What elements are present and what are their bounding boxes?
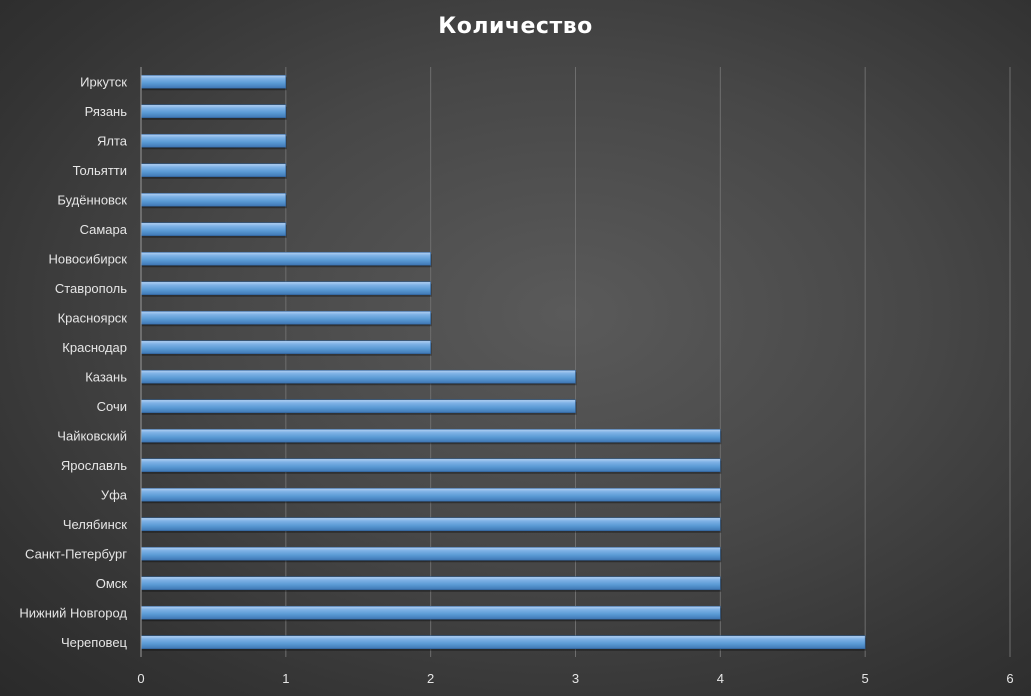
bar xyxy=(140,74,287,89)
category-label: Нижний Новгород xyxy=(19,605,127,620)
x-tick-label: 3 xyxy=(572,671,579,686)
gridlines xyxy=(285,67,1011,657)
x-tick-label: 1 xyxy=(282,671,289,686)
bar xyxy=(140,635,866,650)
category-label: Иркутск xyxy=(80,74,127,89)
category-label: Краснодар xyxy=(62,340,127,355)
x-tick-label: 6 xyxy=(1006,671,1013,686)
bar xyxy=(140,605,721,620)
bar xyxy=(140,310,431,325)
bar xyxy=(140,133,287,148)
category-label: Омск xyxy=(96,576,128,591)
category-label: Рязань xyxy=(85,104,128,119)
category-label: Тольятти xyxy=(73,163,127,178)
x-tick-label: 2 xyxy=(427,671,434,686)
x-tick-label: 5 xyxy=(862,671,869,686)
bar xyxy=(140,399,576,414)
bar xyxy=(140,487,721,502)
category-label: Сочи xyxy=(97,399,127,414)
category-label: Череповец xyxy=(61,635,128,650)
bar xyxy=(140,546,721,561)
category-label: Уфа xyxy=(101,487,128,502)
bar xyxy=(140,428,721,443)
x-tick-label: 4 xyxy=(717,671,724,686)
bar xyxy=(140,104,287,119)
category-label: Будённовск xyxy=(57,192,127,207)
category-label: Красноярск xyxy=(58,310,128,325)
bar xyxy=(140,192,287,207)
bar xyxy=(140,163,287,178)
category-label: Новосибирск xyxy=(49,251,128,266)
bar xyxy=(140,340,431,355)
category-label: Санкт-Петербург xyxy=(25,546,127,561)
category-label: Ярославль xyxy=(61,458,127,473)
bar xyxy=(140,517,721,532)
bars xyxy=(140,74,867,651)
chart-title: Количество xyxy=(438,14,593,39)
bar xyxy=(140,458,721,473)
category-label: Самара xyxy=(80,222,128,237)
category-label: Челябинск xyxy=(63,517,127,532)
category-label: Ялта xyxy=(97,133,128,148)
category-label: Чайковский xyxy=(57,428,127,443)
bar xyxy=(140,222,287,237)
category-label: Казань xyxy=(85,369,127,384)
category-label: Ставрополь xyxy=(55,281,127,296)
x-tick-label: 0 xyxy=(137,671,144,686)
bar xyxy=(140,281,431,296)
bar xyxy=(140,251,431,266)
x-tick-labels: 0 1 2 3 4 5 6 xyxy=(137,671,1013,686)
bar xyxy=(140,369,576,384)
category-labels: Череповец Нижний Новгород Омск Санкт-Петерб… xyxy=(19,74,127,650)
bar xyxy=(140,576,721,591)
